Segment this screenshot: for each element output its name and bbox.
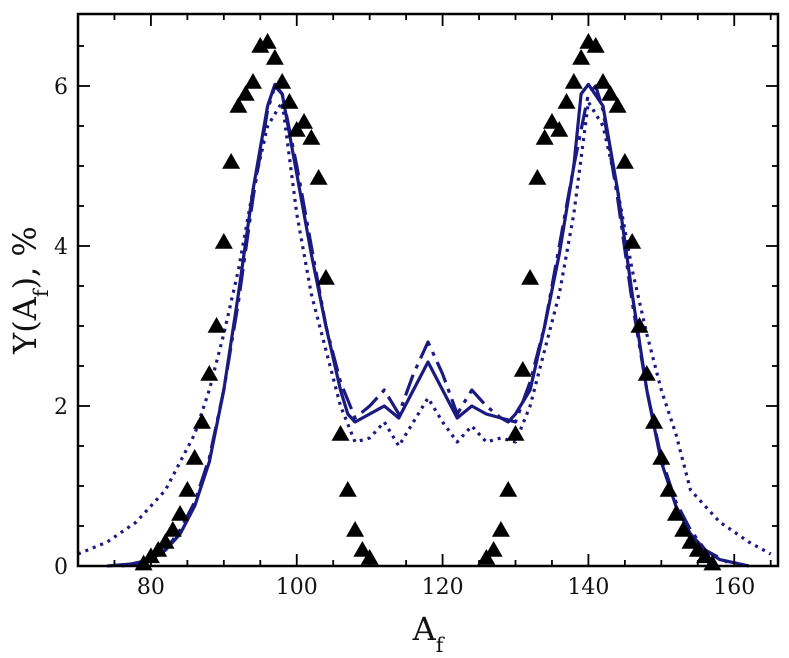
triangle-marker <box>229 97 248 113</box>
triangle-marker <box>681 533 700 549</box>
triangle-marker <box>244 73 262 89</box>
triangle-marker <box>586 37 605 53</box>
solid-series-line <box>107 82 750 568</box>
x-tick-label: 140 <box>567 575 609 600</box>
triangle-marker <box>557 93 576 109</box>
triangle-marker <box>666 505 685 521</box>
triangle-marker <box>236 85 255 101</box>
triangle-marker <box>200 365 219 381</box>
triangle-marker <box>572 49 591 65</box>
triangle-marker <box>280 93 299 109</box>
triangle-marker <box>594 73 612 89</box>
triangle-marker <box>258 33 277 49</box>
x-tick-label: 100 <box>276 575 318 600</box>
triangle-marker <box>564 73 583 89</box>
triangle-marker <box>659 481 678 497</box>
triangle-marker <box>251 37 270 53</box>
axis-ticks <box>77 14 778 567</box>
triangle-marker <box>491 521 510 537</box>
y-tick-label: 2 <box>54 395 68 420</box>
x-tick-label: 160 <box>713 575 755 600</box>
triangle-marker <box>316 269 335 285</box>
x-tick-label: 80 <box>137 575 165 600</box>
triangle-marker <box>645 413 664 429</box>
triangle-marker <box>214 233 233 249</box>
triangle-marker <box>287 121 306 137</box>
triangle-marker <box>601 85 620 101</box>
triangle-marker <box>265 49 284 65</box>
triangle-marker <box>302 129 321 145</box>
y-axis-label: Y(Af), % <box>6 226 53 355</box>
triangle-marker <box>222 153 241 169</box>
triangle-marker <box>149 541 168 557</box>
triangle-marker <box>346 521 365 537</box>
triangle-marker <box>360 549 379 565</box>
triangle-marker <box>331 425 350 441</box>
triangle-marker <box>521 269 540 285</box>
triangle-marker <box>185 449 204 465</box>
triangle-marker <box>608 97 627 113</box>
dashdot-series-line <box>121 84 736 568</box>
x-axis-label: Af <box>412 610 445 657</box>
triangle-marker <box>295 113 314 129</box>
plot-frame <box>76 12 780 568</box>
triangle-marker <box>623 233 642 249</box>
plot-area <box>77 33 772 571</box>
y-tick-label: 0 <box>54 555 68 580</box>
triangle-marker <box>353 541 372 557</box>
triangle-marker <box>499 481 518 497</box>
y-tick-label: 4 <box>54 235 68 260</box>
triangle-marker <box>696 547 715 564</box>
triangle-marker <box>506 425 525 441</box>
tick-labels: 80 100 120 140 160 0 2 4 6 <box>54 75 755 600</box>
triangle-marker <box>674 521 693 537</box>
triangle-marker <box>163 521 182 537</box>
triangle-marker <box>550 121 569 137</box>
triangle-marker <box>535 129 554 145</box>
triangle-marker <box>484 541 503 557</box>
triangle-marker <box>637 365 656 381</box>
triangle-marker <box>615 153 634 169</box>
triangle-marker <box>542 113 561 129</box>
triangle-marker <box>309 169 328 185</box>
dotted-series-line <box>77 100 772 556</box>
x-tick-label: 120 <box>422 575 464 600</box>
triangle-marker <box>171 505 190 521</box>
triangle-marker <box>630 317 649 333</box>
triangle-marker <box>156 533 175 549</box>
triangle-marker <box>178 481 197 497</box>
triangle-marker <box>207 317 226 333</box>
y-tick-label: 6 <box>54 75 68 100</box>
triangle-marker <box>513 361 532 377</box>
triangle-marker <box>192 413 211 429</box>
triangle-marker <box>273 73 292 89</box>
triangle-marker <box>338 481 357 497</box>
triangle-marker <box>528 169 547 185</box>
triangle-marker <box>652 449 671 465</box>
triangle-marker <box>477 549 496 565</box>
